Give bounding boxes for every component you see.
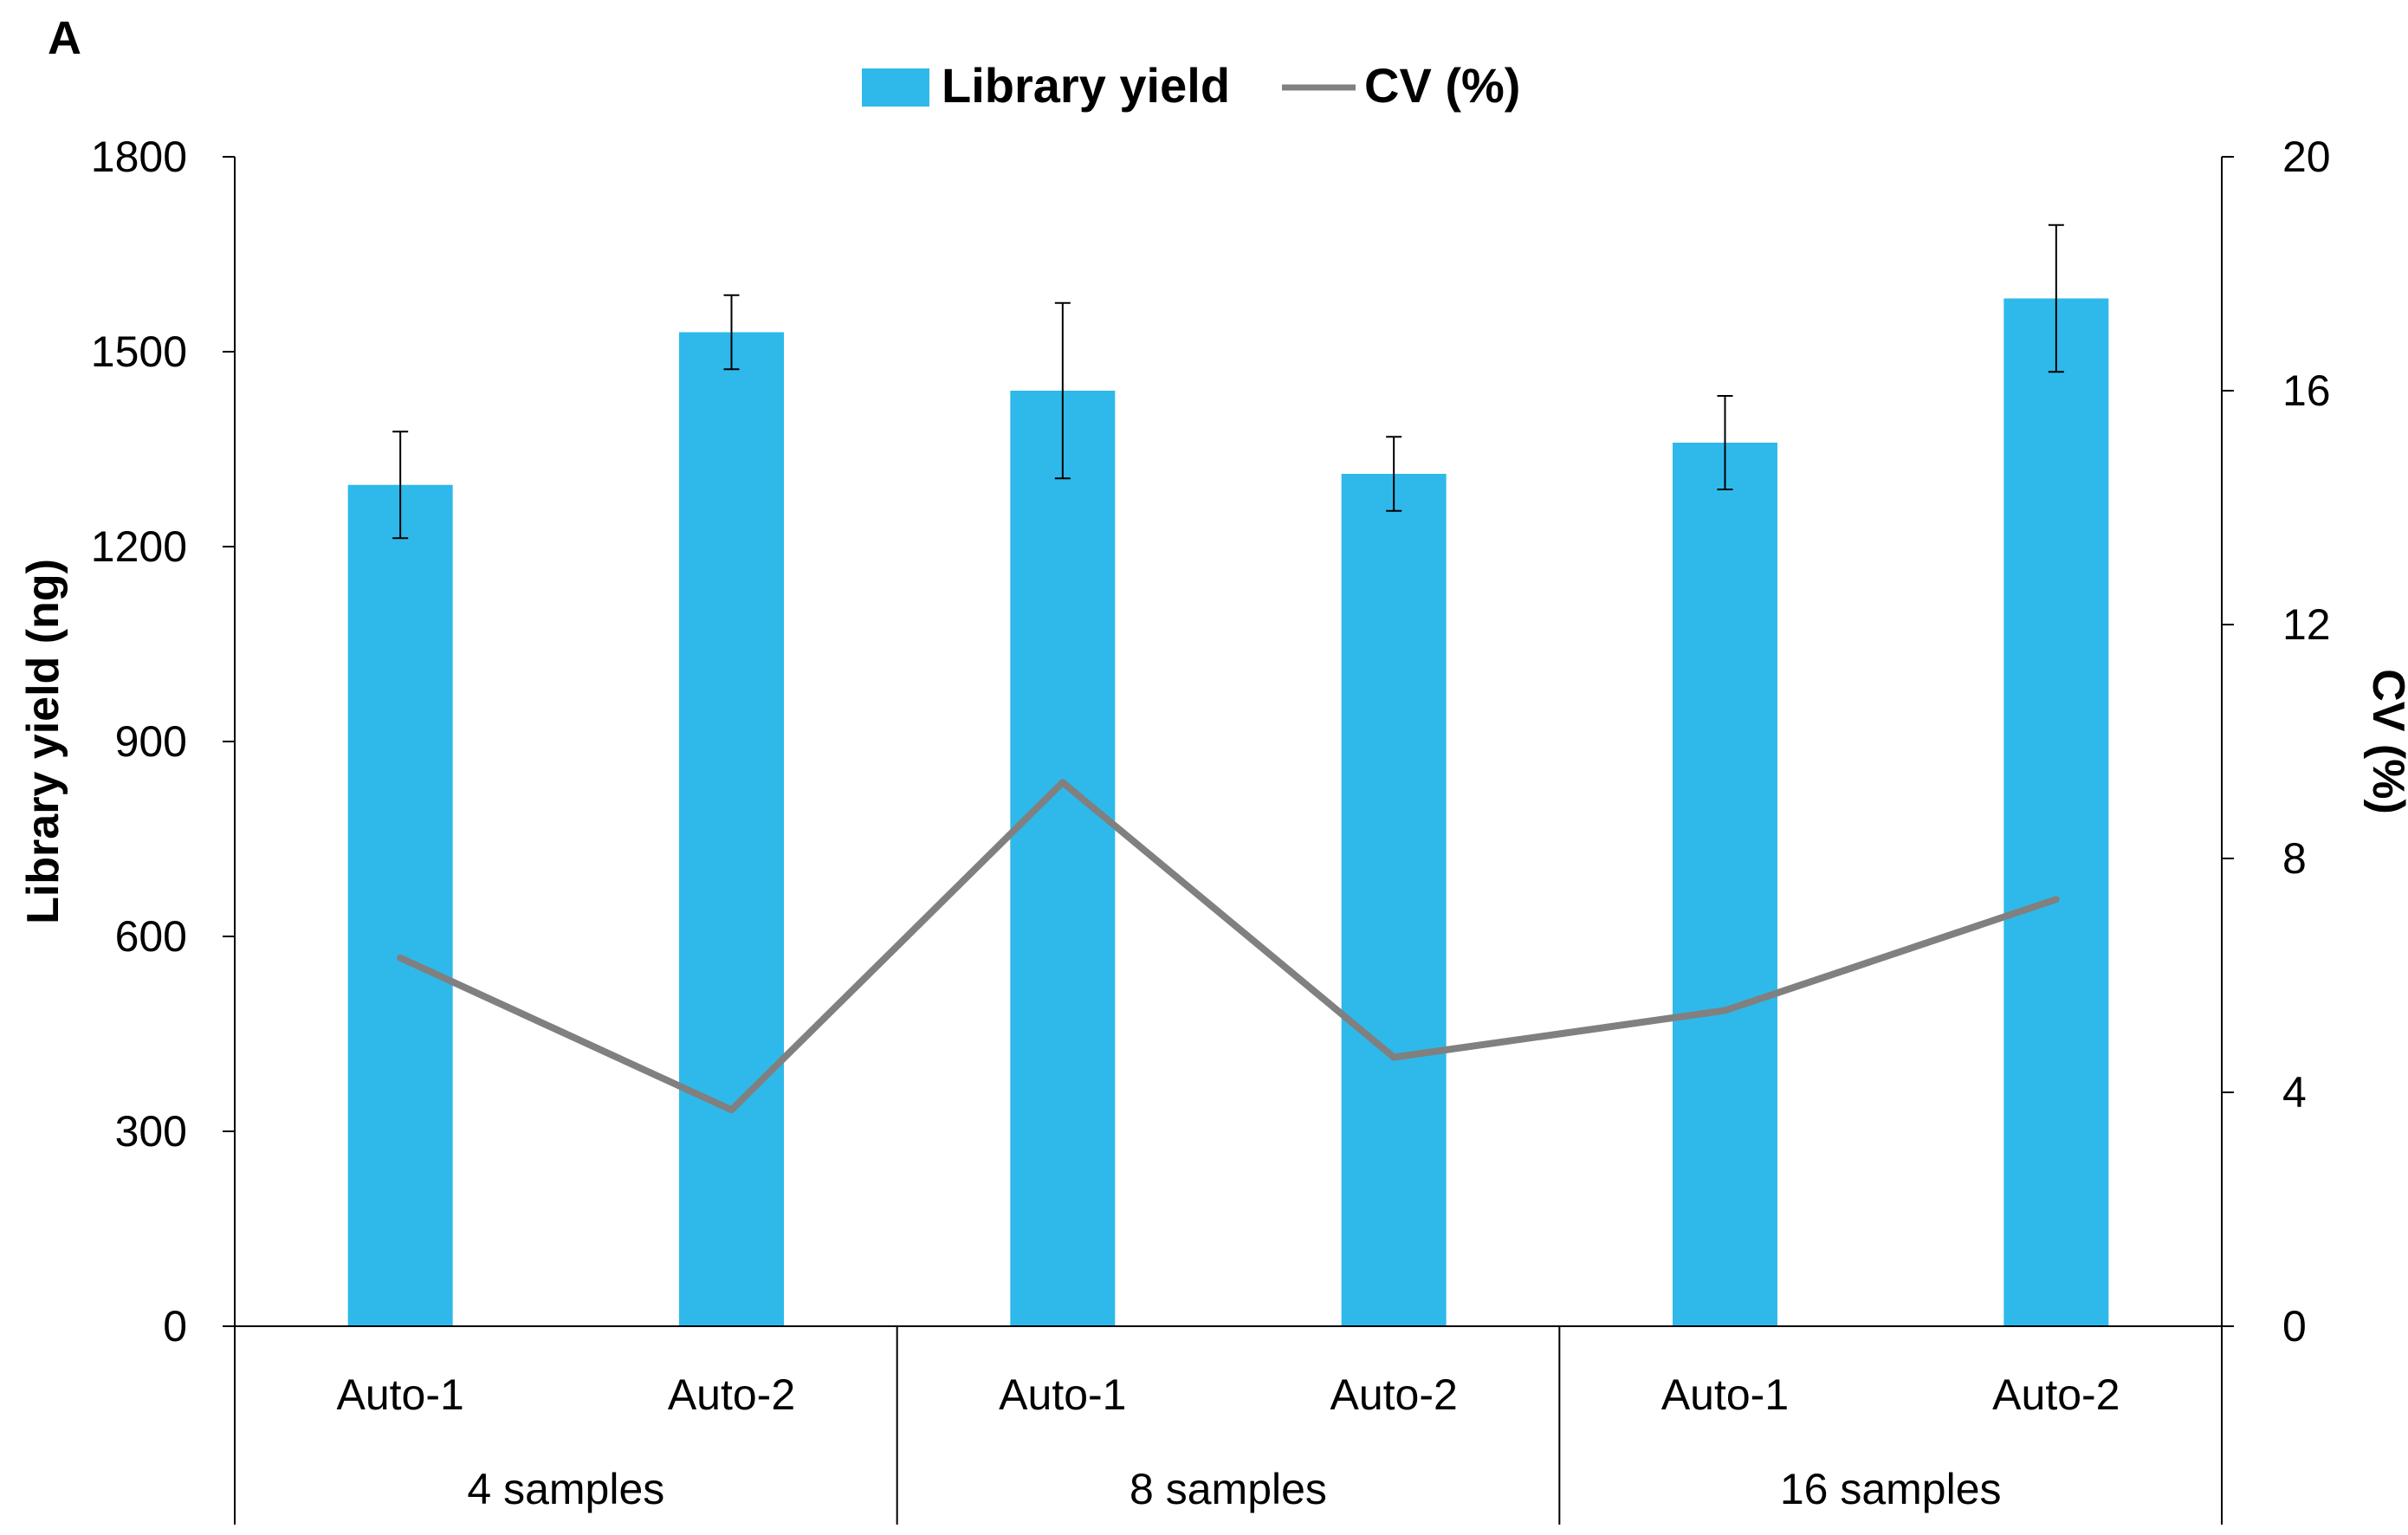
left-axis: 0 300 600 900 1200 1500 1800 <box>91 133 236 1350</box>
left-tick-label: 1800 <box>91 133 187 181</box>
right-axis: 0 4 8 12 16 20 <box>2221 133 2331 1350</box>
x-group-label: 8 samples <box>1130 1465 1327 1513</box>
y-axis-title: Library yield (ng) <box>18 559 68 924</box>
x-group-label: 16 samples <box>1780 1465 2002 1513</box>
right-axis-ticks: 0 4 8 12 16 20 <box>2222 133 2331 1350</box>
legend: Library yield CV (%) <box>862 58 1520 113</box>
bar <box>1010 391 1116 1326</box>
left-tick-label: 900 <box>115 717 187 766</box>
left-axis-ticks: 0 300 600 900 1200 1500 1800 <box>91 133 235 1350</box>
x-category-label: Auto-1 <box>999 1370 1126 1419</box>
right-tick-label: 20 <box>2282 133 2331 181</box>
left-tick-label: 0 <box>163 1302 187 1350</box>
x-axis-ticks <box>234 1326 2223 1525</box>
cv-line <box>397 779 2060 1114</box>
bar <box>679 332 784 1326</box>
right-tick-label: 0 <box>2282 1302 2307 1350</box>
right-tick-label: 4 <box>2282 1068 2307 1117</box>
bar <box>2003 298 2109 1326</box>
x-category-label: Auto-2 <box>668 1370 795 1419</box>
left-tick-label: 1500 <box>91 327 187 376</box>
right-tick-label: 12 <box>2282 600 2331 649</box>
x-group-label: 4 samples <box>467 1465 664 1513</box>
x-category-label: Auto-2 <box>1330 1370 1458 1419</box>
x-axis-labels: Auto-1 Auto-2 Auto-1 Auto-2 Auto-1 Auto-2 <box>337 1370 2120 1419</box>
right-tick-label: 8 <box>2282 834 2307 883</box>
y2-axis-title: CV (%) <box>2363 669 2408 814</box>
x-category-label: Auto-1 <box>1661 1370 1789 1419</box>
left-tick-label: 600 <box>115 912 187 961</box>
left-tick-label: 300 <box>115 1107 187 1156</box>
left-tick-label: 1200 <box>91 522 187 571</box>
bar <box>347 484 453 1326</box>
error-bars <box>392 223 2064 540</box>
bar <box>1341 474 1447 1326</box>
legend-label-library-yield: Library yield <box>942 58 1230 113</box>
bar <box>1673 443 1777 1326</box>
x-group-labels: 4 samples 8 samples 16 samples <box>467 1465 2001 1513</box>
bar-series <box>347 298 2109 1326</box>
x-category-label: Auto-1 <box>337 1370 464 1419</box>
panel-label: A <box>48 12 81 64</box>
right-tick-label: 16 <box>2282 366 2331 415</box>
x-category-label: Auto-2 <box>1992 1370 2120 1419</box>
legend-label-cv: CV (%) <box>1364 58 1520 113</box>
x-axis: Auto-1 Auto-2 Auto-1 Auto-2 Auto-1 Auto-2 4 s… <box>234 1325 2223 1525</box>
legend-swatch-library-yield <box>862 68 929 107</box>
cv-line-series <box>397 779 2060 1114</box>
